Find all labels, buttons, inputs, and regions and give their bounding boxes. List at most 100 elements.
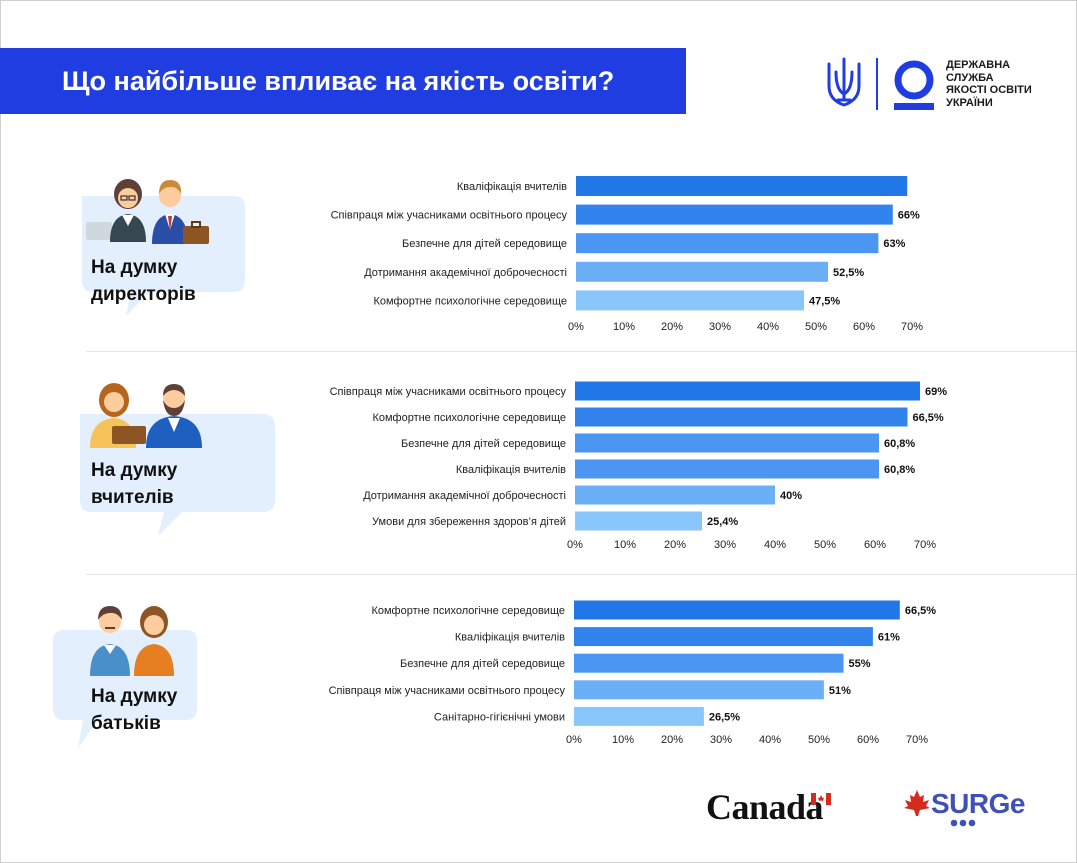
value-label: 25,4% xyxy=(707,516,738,528)
value-label: 55% xyxy=(849,658,871,670)
group-label-directors: На думку директорів xyxy=(91,254,196,308)
x-tick-label: 10% xyxy=(614,539,636,551)
x-tick-label: 30% xyxy=(714,539,736,551)
x-tick-label: 20% xyxy=(661,321,683,333)
canada-flag-icon xyxy=(811,793,831,805)
x-tick-label: 70% xyxy=(914,539,936,551)
bar xyxy=(576,176,908,196)
bar xyxy=(575,485,775,505)
value-label: 47,5% xyxy=(809,295,840,307)
category-label: Санітарно-гігієнічні умови xyxy=(434,711,565,723)
mother-avatar xyxy=(134,606,174,676)
value-label: 60,8% xyxy=(884,464,915,476)
laptop-icon xyxy=(86,222,112,240)
x-tick-label: 60% xyxy=(853,321,875,333)
female-teacher-avatar xyxy=(90,383,146,448)
value-label: 66,5% xyxy=(913,412,944,424)
x-tick-label: 70% xyxy=(906,734,928,746)
group-label-line: директорів xyxy=(91,284,196,305)
teachers-illustration xyxy=(90,383,202,448)
bar xyxy=(575,381,920,401)
value-label: 66% xyxy=(898,210,920,222)
agency-name-line: ЯКОСТІ ОСВІТИ xyxy=(946,84,1032,96)
group-label-parents: На думку батьків xyxy=(91,683,177,737)
group-label-line: батьків xyxy=(91,713,161,734)
x-tick-label: 0% xyxy=(567,539,583,551)
category-label: Дотримання академічної доброчесності xyxy=(364,267,567,279)
group-label-teachers: На думку вчителів xyxy=(91,457,177,511)
section-divider xyxy=(86,351,1076,352)
bar xyxy=(575,459,879,479)
category-label: Безпечне для дітей середовище xyxy=(400,658,565,670)
x-tick-label: 40% xyxy=(759,734,781,746)
surge-wordmark: SURGe xyxy=(931,788,1025,819)
group-label-line: На думку xyxy=(91,257,178,278)
value-label: 40% xyxy=(780,490,802,502)
group-label-line: На думку xyxy=(91,686,178,707)
x-tick-label: 40% xyxy=(764,539,786,551)
title-banner xyxy=(0,48,686,114)
category-label: Кваліфікація вчителів xyxy=(456,464,566,476)
value-label: 26,5% xyxy=(709,711,740,723)
x-tick-label: 50% xyxy=(805,321,827,333)
category-label: Кваліфікація вчителів xyxy=(455,632,565,644)
directors-illustration xyxy=(86,179,209,244)
male-teacher-avatar xyxy=(146,384,202,448)
x-tick-label: 30% xyxy=(709,321,731,333)
category-label: Безпечне для дітей середовище xyxy=(402,238,567,250)
category-label: Дотримання академічної доброчесності xyxy=(363,490,566,502)
value-label: 60,8% xyxy=(884,438,915,450)
book-icon xyxy=(112,426,146,444)
category-label: Комфортне психологічне середовище xyxy=(372,412,566,424)
surge-dots-icon xyxy=(950,819,976,827)
section-divider xyxy=(86,574,1076,575)
x-tick-label: 40% xyxy=(757,321,779,333)
female-director-avatar xyxy=(110,179,146,242)
value-label: 69% xyxy=(925,386,947,398)
x-tick-label: 20% xyxy=(664,539,686,551)
agency-name-line: СЛУЖБА xyxy=(946,71,994,84)
category-label: Комфортне психологічне середовище xyxy=(371,605,565,617)
x-tick-label: 60% xyxy=(864,539,886,551)
bar xyxy=(575,407,908,427)
category-label: Комфортне психологічне середовище xyxy=(373,295,567,307)
page-title: Що найбільше впливає на якість освіти? xyxy=(62,66,615,96)
bar xyxy=(576,261,828,282)
bar xyxy=(574,680,824,700)
agency-name-line: ДЕРЖАВНА xyxy=(946,59,1011,71)
x-tick-label: 50% xyxy=(808,734,830,746)
bar xyxy=(575,511,702,531)
value-label: 51% xyxy=(829,685,851,697)
x-tick-label: 0% xyxy=(568,321,584,333)
group-label-line: вчителів xyxy=(91,487,174,508)
x-tick-label: 50% xyxy=(814,539,836,551)
agency-logo-icon xyxy=(894,60,934,110)
bar xyxy=(574,627,873,647)
value-label: 63% xyxy=(883,238,905,250)
bar xyxy=(576,204,893,225)
category-label: Умови для збереження здоров’я дітей xyxy=(372,516,566,528)
category-label: Кваліфікація вчителів xyxy=(457,181,567,193)
group-label-line: На думку xyxy=(91,460,178,481)
male-director-avatar xyxy=(152,180,188,244)
bar xyxy=(575,433,879,453)
bar xyxy=(576,290,804,311)
x-tick-label: 70% xyxy=(901,321,923,333)
x-tick-label: 10% xyxy=(612,734,634,746)
category-label: Співпраця між учасниками освітнього проц… xyxy=(329,685,566,697)
bar xyxy=(576,233,879,254)
x-tick-label: 0% xyxy=(566,734,582,746)
bar xyxy=(574,706,704,726)
x-tick-label: 10% xyxy=(613,321,635,333)
agency-name: ДЕРЖАВНА СЛУЖБА ЯКОСТІ ОСВІТИ УКРАЇНИ xyxy=(946,59,1032,109)
value-label: 66,5% xyxy=(905,605,936,617)
parents-illustration xyxy=(90,606,174,676)
category-label: Співпраця між учасниками освітнього проц… xyxy=(331,210,568,222)
canada-wordmark: Canada xyxy=(706,787,824,827)
maple-leaf-icon xyxy=(904,790,930,816)
x-tick-label: 60% xyxy=(857,734,879,746)
bar xyxy=(574,600,900,620)
father-avatar xyxy=(90,606,130,676)
